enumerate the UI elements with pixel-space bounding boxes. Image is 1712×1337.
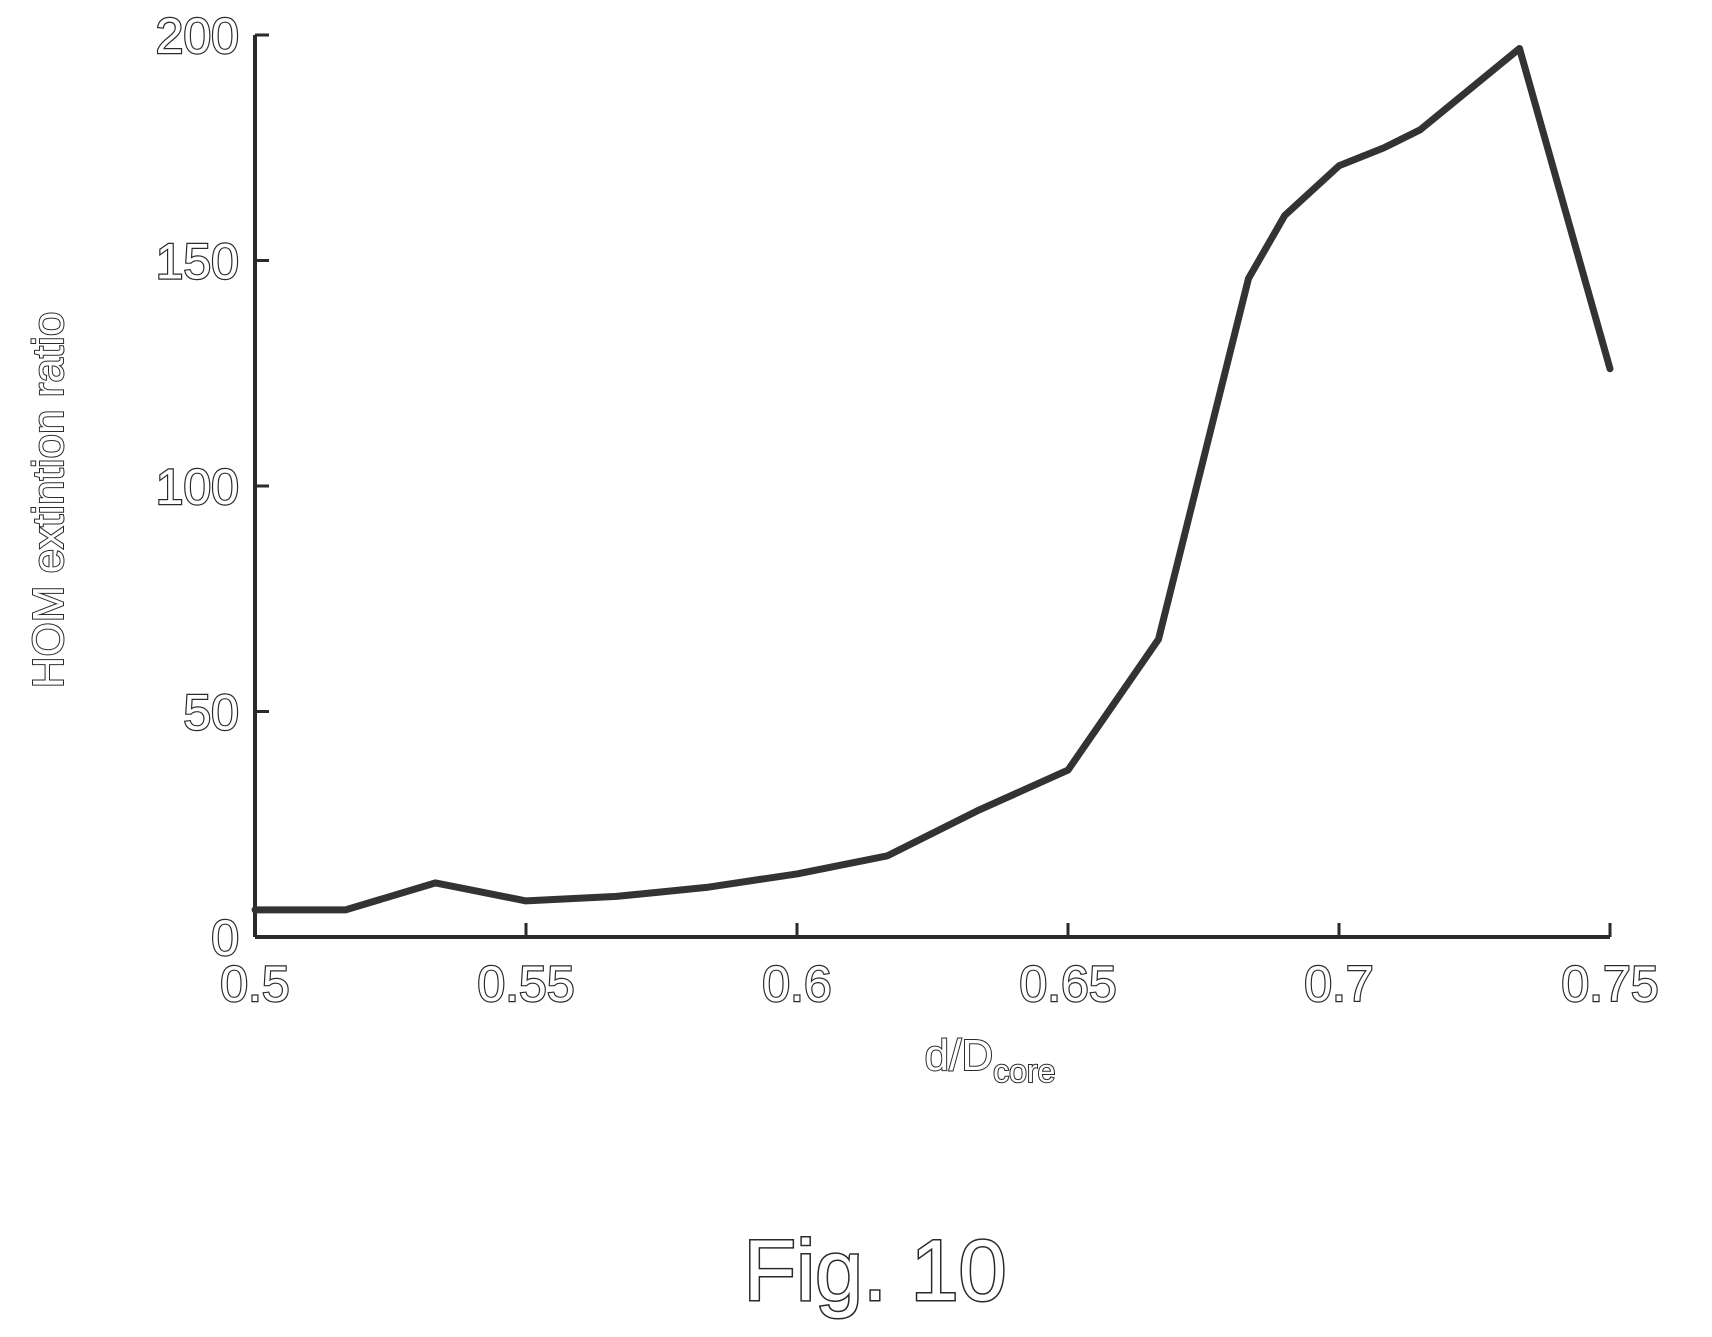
y-tick-label: 200 bbox=[156, 8, 239, 64]
x-tick-label: 0.5 bbox=[220, 956, 290, 1012]
series-line-0 bbox=[251, 45, 1614, 914]
x-ticks: 0.5 0.55 0.6 0.65 0.7 0.75 bbox=[219, 923, 1660, 1013]
x-axis-title-main: d/D bbox=[925, 1031, 993, 1080]
x-tick-label: 0.55 bbox=[477, 956, 574, 1012]
y-ticks: 0 50 100 150 200 bbox=[154, 7, 269, 967]
series-layer bbox=[251, 45, 1614, 914]
figure-caption: Fig. 10 bbox=[744, 1223, 1007, 1319]
y-tick-label: 100 bbox=[156, 459, 239, 515]
x-tick-label: 0.75 bbox=[1561, 956, 1658, 1012]
x-tick-label: 0.65 bbox=[1019, 956, 1116, 1012]
x-axis-title-subscript: core bbox=[993, 1053, 1055, 1089]
y-tick-label: 50 bbox=[183, 685, 239, 741]
y-tick-label: 0 bbox=[211, 910, 239, 966]
y-tick-label: 150 bbox=[156, 234, 239, 290]
x-axis-title: d/Dcore bbox=[925, 1031, 1056, 1089]
x-axis: 0.5 0.55 0.6 0.65 0.7 0.75 bbox=[219, 923, 1660, 1013]
y-axis: 0 50 100 150 200 bbox=[154, 7, 269, 967]
x-tick-label: 0.7 bbox=[1304, 956, 1374, 1012]
y-axis-title: HOM extintion ratio bbox=[24, 312, 73, 689]
x-tick-label: 0.6 bbox=[762, 956, 832, 1012]
